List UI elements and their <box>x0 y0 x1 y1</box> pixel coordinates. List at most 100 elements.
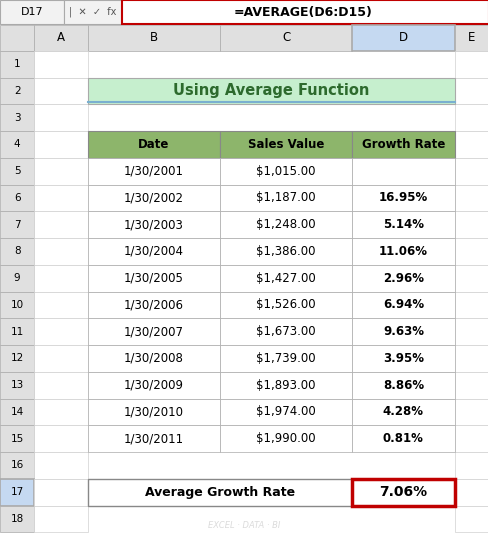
Bar <box>454 131 488 158</box>
Bar <box>351 211 454 238</box>
Bar <box>454 399 488 425</box>
Text: 5.14%: 5.14% <box>382 218 423 231</box>
Bar <box>454 185 488 211</box>
Text: =AVERAGE(D6:D15): =AVERAGE(D6:D15) <box>233 5 372 19</box>
Text: $1,974.00: $1,974.00 <box>256 406 315 418</box>
Bar <box>454 372 488 399</box>
Bar <box>34 211 88 238</box>
Text: $1,526.00: $1,526.00 <box>256 299 315 311</box>
Bar <box>88 211 220 238</box>
Text: 7: 7 <box>14 220 20 230</box>
Text: $1,990.00: $1,990.00 <box>256 432 315 445</box>
Bar <box>454 292 488 318</box>
Bar <box>0 131 34 158</box>
Bar <box>0 425 34 452</box>
Text: 8.86%: 8.86% <box>382 379 423 392</box>
Text: 6: 6 <box>14 193 20 203</box>
Bar <box>88 131 220 158</box>
Text: Average Growth Rate: Average Growth Rate <box>144 486 295 499</box>
Text: 7.06%: 7.06% <box>379 485 427 499</box>
Bar <box>34 104 88 131</box>
Text: 9: 9 <box>14 273 20 283</box>
Bar <box>88 318 220 345</box>
Bar <box>34 158 88 185</box>
Text: $1,673.00: $1,673.00 <box>256 325 315 338</box>
Text: Date: Date <box>138 138 169 151</box>
Text: 1/30/2001: 1/30/2001 <box>124 165 183 178</box>
Text: E: E <box>467 32 475 44</box>
Text: 1: 1 <box>14 59 20 69</box>
Bar <box>351 158 454 185</box>
Bar <box>34 265 88 292</box>
Bar <box>34 372 88 399</box>
Bar <box>34 78 88 104</box>
Bar <box>34 51 88 78</box>
Bar <box>0 238 34 265</box>
Text: 3.95%: 3.95% <box>382 352 423 365</box>
Text: $1,248.00: $1,248.00 <box>256 218 315 231</box>
Bar <box>351 479 454 506</box>
Text: B: B <box>150 32 158 44</box>
Text: 15: 15 <box>10 434 24 444</box>
Bar <box>88 292 220 318</box>
Text: $1,386.00: $1,386.00 <box>256 245 315 258</box>
Text: 10: 10 <box>11 300 23 310</box>
Bar <box>88 345 220 372</box>
Bar <box>351 238 454 265</box>
Text: 1/30/2004: 1/30/2004 <box>124 245 183 258</box>
Bar <box>0 51 34 78</box>
Bar <box>88 158 220 185</box>
Bar <box>88 479 351 506</box>
Text: 8: 8 <box>14 247 20 256</box>
Bar <box>220 211 351 238</box>
Bar <box>220 399 351 425</box>
Bar <box>34 131 88 158</box>
Bar <box>0 399 34 425</box>
Bar <box>88 425 220 452</box>
FancyBboxPatch shape <box>0 0 63 24</box>
Text: 2: 2 <box>14 86 20 96</box>
Text: 1/30/2003: 1/30/2003 <box>124 218 183 231</box>
Bar <box>0 78 34 104</box>
Bar <box>34 425 88 452</box>
Bar <box>0 292 34 318</box>
Text: $1,015.00: $1,015.00 <box>256 165 315 178</box>
Bar <box>88 265 220 292</box>
Text: C: C <box>282 32 289 44</box>
Text: Growth Rate: Growth Rate <box>361 138 444 151</box>
Bar <box>454 318 488 345</box>
Text: D17: D17 <box>20 7 43 17</box>
Text: 18: 18 <box>10 514 24 524</box>
Text: $1,187.00: $1,187.00 <box>256 192 315 204</box>
Bar <box>220 345 351 372</box>
Text: 16: 16 <box>10 461 24 470</box>
Bar <box>0 452 34 479</box>
Bar <box>88 185 220 211</box>
Bar <box>454 158 488 185</box>
Text: 12: 12 <box>10 354 24 363</box>
Bar <box>351 372 454 399</box>
Bar <box>0 479 34 506</box>
Bar <box>454 25 488 51</box>
Bar <box>220 185 351 211</box>
Text: 1/30/2009: 1/30/2009 <box>124 379 183 392</box>
Text: 4: 4 <box>14 140 20 149</box>
Bar <box>0 104 34 131</box>
Bar <box>351 25 454 51</box>
Bar <box>34 345 88 372</box>
Bar <box>454 345 488 372</box>
Text: 1/30/2002: 1/30/2002 <box>124 192 183 204</box>
Bar <box>0 506 34 532</box>
Text: 1/30/2007: 1/30/2007 <box>124 325 183 338</box>
Bar <box>34 479 88 506</box>
Bar <box>454 265 488 292</box>
Bar <box>220 372 351 399</box>
Bar <box>0 25 34 51</box>
Text: 2.96%: 2.96% <box>382 272 423 285</box>
Bar <box>34 292 88 318</box>
Text: |  ✕  ✓  fx: | ✕ ✓ fx <box>69 7 116 17</box>
Bar <box>454 452 488 479</box>
Text: $1,427.00: $1,427.00 <box>256 272 315 285</box>
Bar <box>454 211 488 238</box>
Text: Sales Value: Sales Value <box>247 138 324 151</box>
